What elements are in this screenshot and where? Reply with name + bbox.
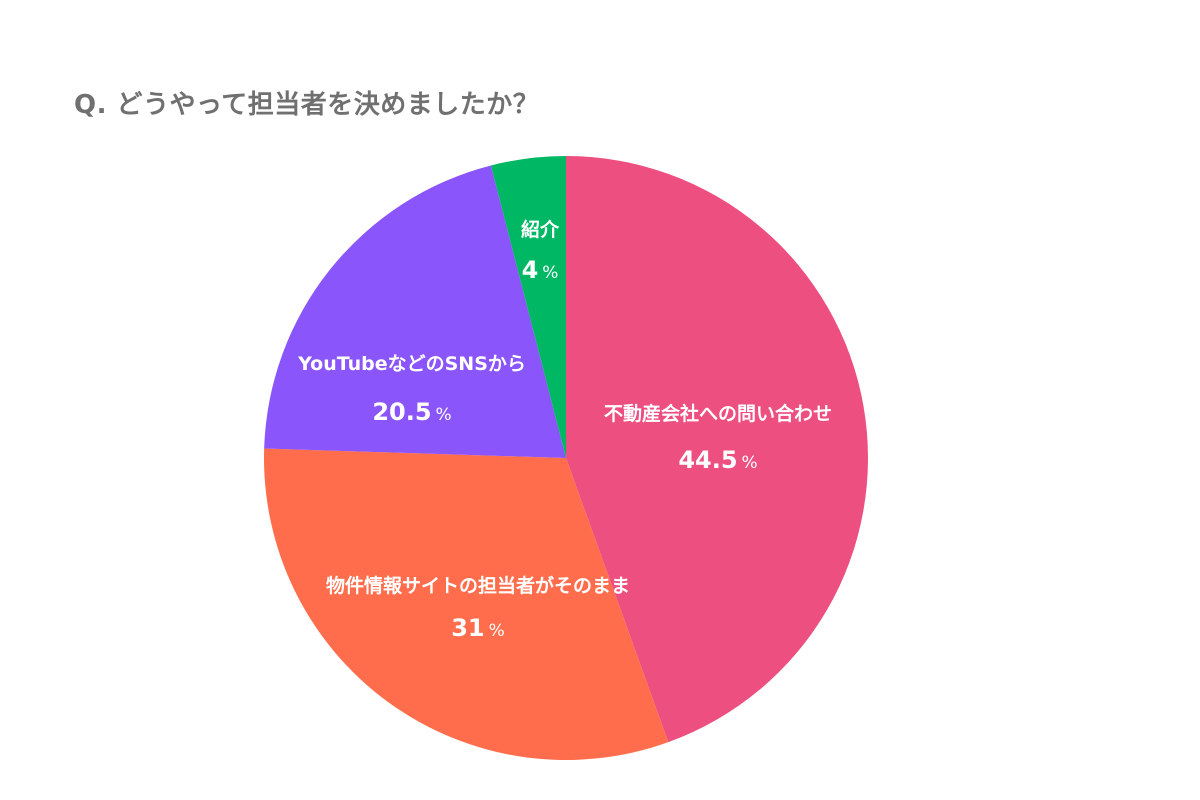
pie-slice: [264, 165, 566, 458]
chart-title: Q. どうやって担当者を決めましたか？: [74, 90, 540, 120]
slice-value-label: 4%: [522, 256, 559, 284]
slice-value-label: 44.5%: [678, 446, 757, 474]
pie-slice: [490, 156, 566, 458]
slice-label: 紹介: [521, 218, 560, 241]
slice-value-label: 31%: [451, 614, 505, 642]
slice-value-label: 20.5%: [372, 398, 451, 426]
slice-label: 物件情報サイトの担当者がそのまま: [326, 574, 630, 597]
slice-label: YouTubeなどのSNSから: [297, 353, 526, 375]
pie-slice: [566, 156, 868, 743]
pie-labels: 不動産会社への問い合わせ 44.5 % 物件情報サイトの担当者がそのまま 31 % YouT…: [297, 218, 832, 642]
pie-slice: [264, 448, 669, 760]
slice-label: 不動産会社への問い合わせ: [604, 402, 832, 425]
pie-slices: [264, 156, 868, 760]
